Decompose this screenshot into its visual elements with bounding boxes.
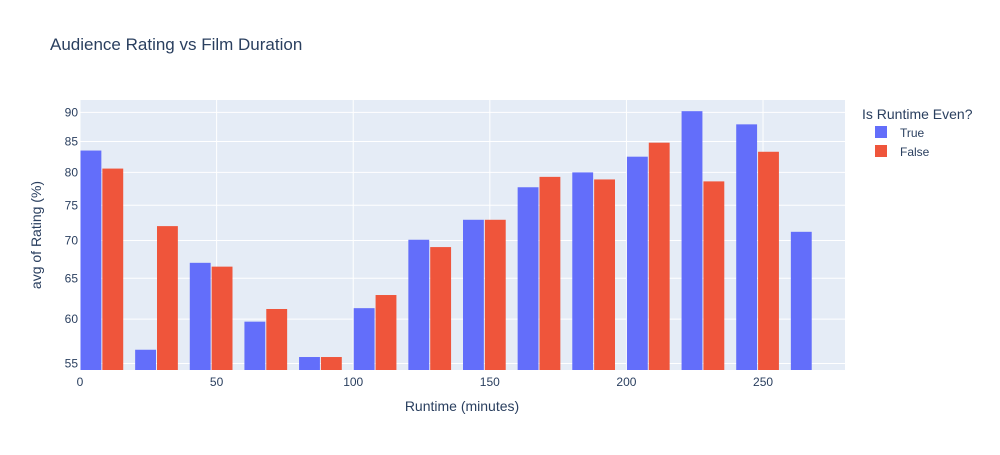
bar-false[interactable] <box>703 181 725 370</box>
bar-true[interactable] <box>299 357 320 370</box>
bar-true[interactable] <box>80 150 102 370</box>
bar-false[interactable] <box>648 142 670 370</box>
y-axis-title: avg of Rating (%) <box>28 181 44 289</box>
bar-true[interactable] <box>736 124 758 370</box>
bar-false[interactable] <box>375 295 397 370</box>
bar-false[interactable] <box>758 151 779 370</box>
bar-false[interactable] <box>594 179 615 370</box>
bar-true[interactable] <box>517 187 539 370</box>
legend: Is Runtime Even? True False <box>862 106 973 159</box>
y-tick-label: 60 <box>65 312 79 326</box>
bars-group <box>80 111 812 371</box>
y-tick-label: 85 <box>65 134 79 148</box>
bar-true[interactable] <box>463 219 484 370</box>
legend-swatch-false[interactable] <box>875 145 887 157</box>
bar-true[interactable] <box>189 262 211 370</box>
bar-true[interactable] <box>408 239 430 370</box>
x-tick-labels: 0 50 100 150 200 250 <box>77 375 774 389</box>
chart-title: Audience Rating vs Film Duration <box>50 35 302 54</box>
bar-false[interactable] <box>430 247 452 370</box>
x-axis-title: Runtime (minutes) <box>405 398 519 414</box>
bar-false[interactable] <box>211 266 233 370</box>
y-tick-label: 55 <box>65 356 79 370</box>
legend-label-false[interactable]: False <box>900 145 930 159</box>
bar-true[interactable] <box>790 231 812 370</box>
x-tick-label: 150 <box>480 375 500 389</box>
x-tick-label: 50 <box>210 375 224 389</box>
x-tick-label: 250 <box>753 375 773 389</box>
bar-false[interactable] <box>157 226 178 370</box>
bar-true[interactable] <box>244 321 266 370</box>
bar-true[interactable] <box>353 308 375 370</box>
bar-false[interactable] <box>320 357 342 370</box>
legend-swatch-true[interactable] <box>875 126 887 138</box>
y-tick-labels: 55 60 65 70 75 80 85 90 <box>65 105 79 370</box>
bar-false[interactable] <box>539 176 561 370</box>
y-tick-label: 80 <box>65 165 79 179</box>
y-tick-label: 75 <box>65 198 79 212</box>
bar-false[interactable] <box>102 168 124 370</box>
bar-false[interactable] <box>484 219 506 370</box>
y-tick-label: 90 <box>65 105 79 119</box>
bar-true[interactable] <box>135 349 156 370</box>
bar-false[interactable] <box>266 308 288 370</box>
legend-label-true[interactable]: True <box>900 126 925 140</box>
y-tick-label: 70 <box>65 233 79 247</box>
bar-true[interactable] <box>626 156 648 370</box>
bar-true[interactable] <box>681 111 703 371</box>
legend-title: Is Runtime Even? <box>862 106 973 122</box>
x-tick-label: 200 <box>616 375 636 389</box>
bar-true[interactable] <box>572 172 594 370</box>
y-tick-label: 65 <box>65 271 79 285</box>
x-tick-label: 100 <box>343 375 363 389</box>
x-tick-label: 0 <box>77 375 84 389</box>
